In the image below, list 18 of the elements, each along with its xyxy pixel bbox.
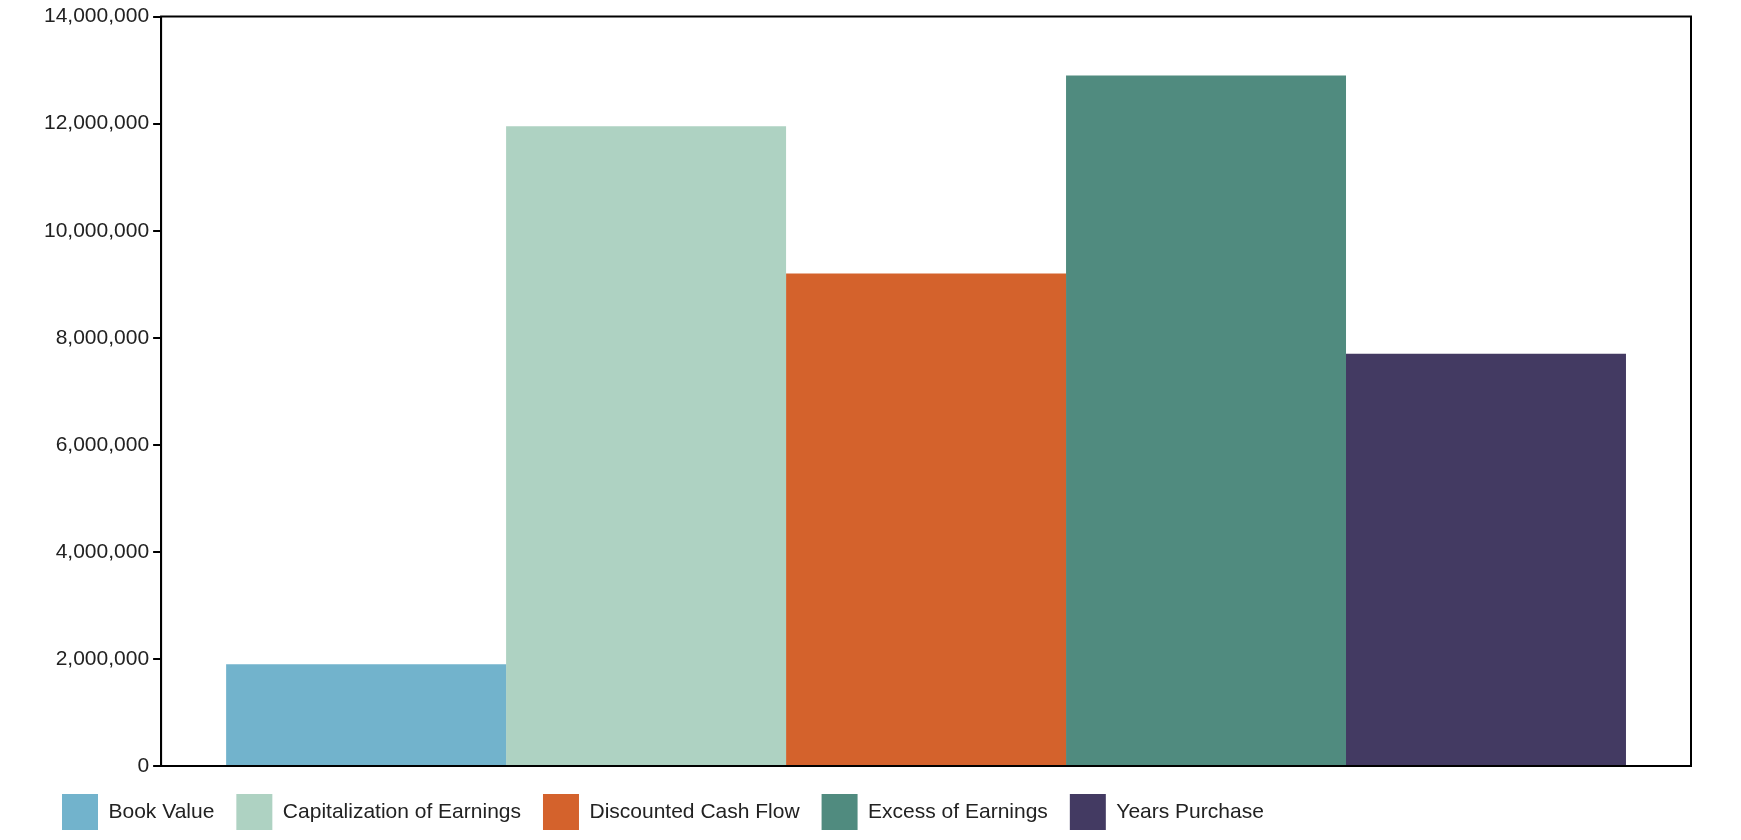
- y-tick-label: 8,000,000: [55, 324, 150, 348]
- bar: [506, 126, 787, 765]
- bar: [226, 664, 507, 765]
- legend-label: Years Purchase: [1116, 798, 1264, 822]
- legend-label: Book Value: [108, 798, 215, 822]
- legend-label: Capitalization of Earnings: [282, 798, 521, 822]
- y-tick-label: 10,000,000: [43, 217, 150, 241]
- y-tick-label: 2,000,000: [55, 645, 150, 669]
- y-tick-label: 12,000,000: [43, 110, 150, 134]
- legend-label: Discounted Cash Flow: [589, 798, 801, 822]
- y-tick-label: 6,000,000: [55, 431, 150, 455]
- bar: [1066, 75, 1347, 765]
- y-tick-label: 4,000,000: [55, 538, 150, 562]
- y-tick-label: 14,000,000: [43, 3, 150, 27]
- legend-label: Excess of Earnings: [868, 798, 1048, 822]
- y-tick-label: 0: [137, 752, 150, 776]
- bar: [1346, 353, 1626, 765]
- bar: [786, 273, 1067, 765]
